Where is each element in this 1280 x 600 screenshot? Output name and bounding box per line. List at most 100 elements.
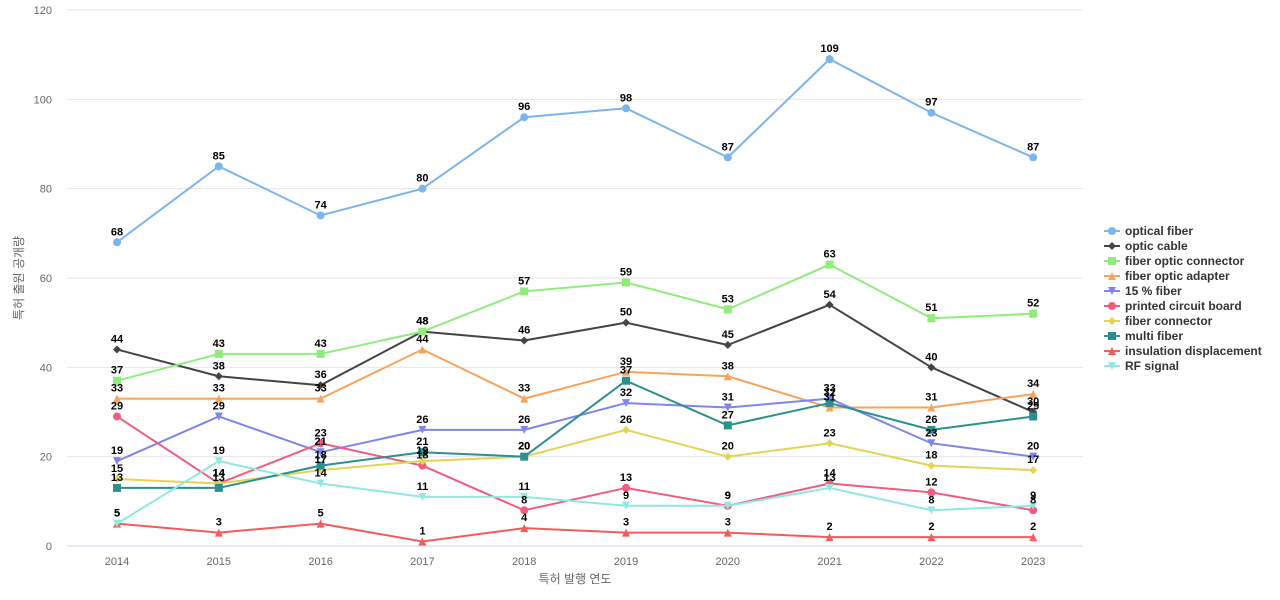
data-point [1029, 153, 1038, 162]
data-label: 26 [620, 414, 632, 426]
data-label: 52 [1027, 298, 1039, 310]
data-label: 46 [518, 325, 530, 337]
data-label: 20 [518, 441, 530, 453]
data-point [316, 349, 325, 358]
legend-item[interactable]: RF signal [1104, 359, 1179, 373]
data-label: 11 [417, 481, 429, 493]
x-tick-label: 2015 [207, 556, 231, 568]
data-point [418, 448, 427, 457]
series [113, 55, 1038, 546]
data-point [520, 394, 529, 403]
data-point [927, 314, 936, 323]
data-label: 3 [725, 517, 731, 529]
data-label: 29 [111, 400, 123, 412]
data-point [316, 519, 325, 528]
data-label: 17 [1027, 454, 1039, 466]
series-line [116, 263, 1035, 382]
legend-item[interactable]: 15 % fiber [1104, 284, 1182, 298]
data-label: 3 [623, 517, 629, 529]
data-label: 17 [314, 454, 326, 466]
legend-symbol [1108, 242, 1116, 250]
data-point [927, 439, 936, 448]
y-tick-label: 80 [40, 184, 52, 196]
legend-label: optical fiber [1125, 224, 1193, 238]
x-axis-ticks: 2014 2015 2016 2017 2018 2019 2020 2021 2022 2023 [105, 556, 1046, 568]
series-group [113, 519, 1038, 546]
data-label: 5 [114, 508, 120, 520]
y-tick-label: 120 [34, 5, 52, 17]
y-tick-label: 100 [34, 94, 52, 106]
data-label: 14 [213, 467, 226, 479]
y-tick-label: 20 [40, 452, 52, 464]
data-point [113, 345, 121, 354]
data-label: 2 [928, 521, 934, 533]
data-point [622, 367, 630, 376]
data-point [418, 425, 427, 434]
data-label: 18 [416, 450, 428, 462]
data-label: 31 [722, 392, 734, 404]
data-point [1029, 309, 1038, 318]
data-label: 4 [521, 512, 528, 524]
data-point [927, 488, 936, 497]
x-tick-label: 2023 [1021, 556, 1045, 568]
data-label: 109 [820, 43, 838, 55]
data-label: 74 [314, 199, 327, 211]
data-label: 59 [620, 266, 632, 278]
data-label: 21 [416, 436, 428, 448]
legend-label: RF signal [1125, 359, 1179, 373]
data-point [418, 492, 427, 501]
legend-symbol [1108, 317, 1116, 325]
data-point [825, 403, 834, 412]
data-label: 57 [518, 275, 530, 287]
legend-item[interactable]: optical fiber [1104, 224, 1193, 238]
data-point [622, 376, 630, 385]
data-label: 3 [216, 517, 222, 529]
data-label: 8 [521, 494, 527, 506]
legend-item[interactable]: fiber optic connector [1104, 254, 1245, 268]
data-point [418, 345, 427, 354]
data-point [520, 506, 529, 515]
data-label: 38 [722, 360, 734, 372]
data-point [622, 425, 630, 434]
data-point [927, 108, 936, 117]
data-label: 33 [518, 383, 530, 395]
data-label: 20 [518, 441, 530, 453]
legend-item[interactable]: multi fiber [1104, 329, 1183, 343]
x-tick-label: 2022 [919, 556, 943, 568]
data-label: 26 [416, 414, 428, 426]
data-label: 8 [928, 494, 934, 506]
data-point [622, 399, 630, 408]
data-label: 33 [213, 383, 225, 395]
data-point [214, 372, 223, 381]
data-point [418, 327, 427, 336]
legend-item[interactable]: fiber connector [1104, 314, 1213, 328]
x-tick-label: 2021 [817, 556, 841, 568]
data-point [723, 305, 732, 314]
legend-symbol [1108, 272, 1116, 280]
data-point [316, 479, 325, 488]
data-point [214, 349, 223, 358]
data-point [316, 381, 325, 390]
series-group [113, 345, 1038, 412]
y-tick-label: 60 [40, 273, 52, 285]
series-group [113, 394, 1038, 466]
legend-item[interactable]: printed circuit board [1104, 299, 1242, 313]
legend-label: insulation displacement [1125, 344, 1262, 358]
data-point [520, 524, 529, 533]
data-label: 68 [111, 226, 123, 238]
legend-item[interactable]: optic cable [1104, 239, 1188, 253]
data-point [825, 260, 834, 269]
data-point [316, 461, 325, 470]
data-label: 20 [722, 441, 734, 453]
legend-item[interactable]: fiber optic adapter [1104, 269, 1230, 283]
data-point [1029, 501, 1038, 510]
data-label: 31 [823, 392, 835, 404]
data-point [622, 104, 630, 113]
data-label: 9 [725, 490, 731, 502]
legend-item[interactable]: insulation displacement [1104, 344, 1262, 358]
data-label: 2 [827, 521, 833, 533]
data-label: 23 [925, 427, 937, 439]
legend-label: optic cable [1125, 239, 1188, 253]
